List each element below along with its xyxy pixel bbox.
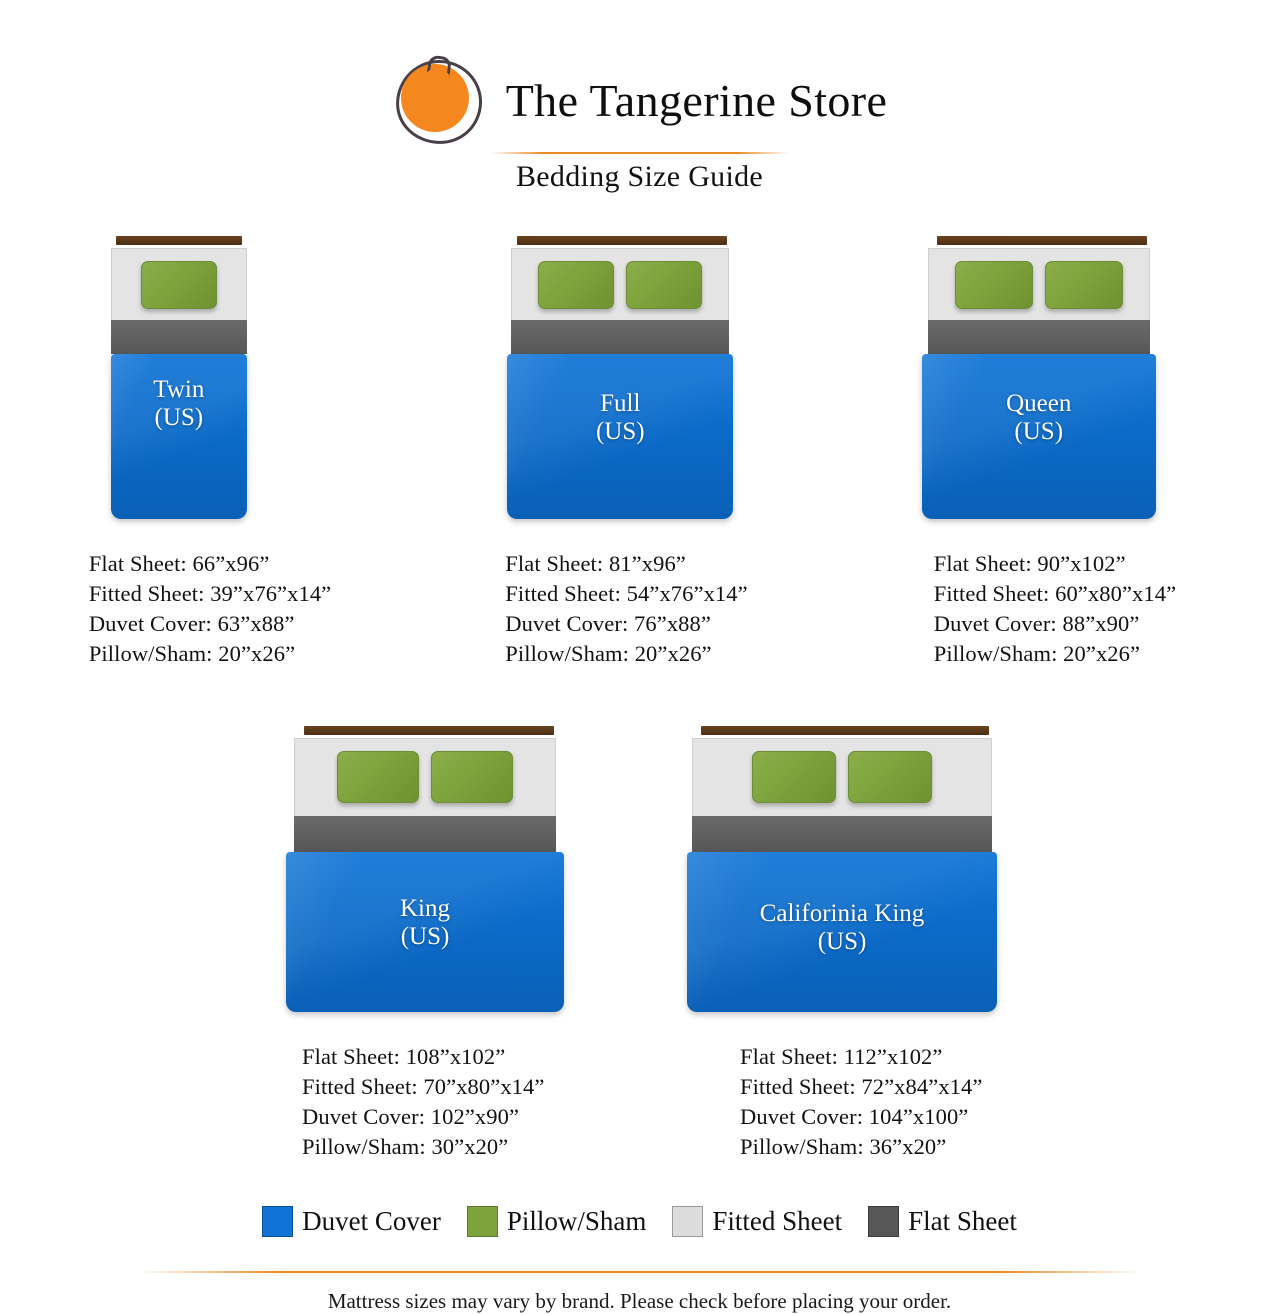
bed-block-queen: Queen (US) Flat Sheet: 90”x102” Fitted S… (921, 236, 1176, 670)
duvet-cover: Twin (US) (110, 354, 247, 519)
legend-label-duvet-cover: Duvet Cover (302, 1206, 441, 1237)
fitted-sheet-area (110, 248, 247, 320)
pillow-sham (431, 751, 513, 804)
fitted-sheet-area (927, 248, 1150, 320)
spec-pillow-sham: Pillow/Sham: 20”x26” (933, 641, 1141, 667)
spec-list-queen: Flat Sheet: 90”x102” Fitted Sheet: 60”x8… (934, 549, 1176, 670)
spec-duvet-cover: Duvet Cover: 76”x88” (505, 611, 711, 637)
spec-duvet-cover: Duvet Cover: 88”x90” (933, 611, 1140, 637)
headboard (304, 725, 554, 735)
pillow-sham (337, 751, 419, 804)
brand-row: The Tangerine Store (0, 54, 1279, 147)
legend-label-pillow-sham: Pillow/Sham (506, 1206, 647, 1237)
legend-item-fitted-sheet: Fitted Sheet (672, 1206, 843, 1238)
bed-region-label: (US) (154, 403, 204, 431)
spec-list-full: Flat Sheet: 81”x96” Fitted Sheet: 54”x76… (505, 549, 747, 670)
legend-label-fitted-sheet: Fitted Sheet (712, 1206, 843, 1237)
bed-illustration-queen: Queen (US) (921, 236, 1156, 519)
spec-flat-sheet: Flat Sheet: 108”x102” (302, 1043, 506, 1069)
legend-item-pillow-sham: Pillow/Sham (466, 1206, 647, 1238)
spec-list-twin: Flat Sheet: 66”x96” Fitted Sheet: 39”x76… (89, 549, 331, 670)
duvet-cover: Califorinia King (US) (687, 852, 997, 1012)
legend-item-flat-sheet: Flat Sheet (868, 1206, 1017, 1238)
header: The Tangerine Store Bedding Size Guide (0, 0, 1279, 194)
bed-row-bottom: King (US) Flat Sheet: 108”x102” Fitted S… (0, 725, 1279, 1163)
legend-swatch-pillow-sham (466, 1206, 498, 1238)
spec-fitted-sheet: Fitted Sheet: 70”x80”x14” (302, 1073, 545, 1099)
footer-divider (139, 1271, 1140, 1274)
spec-pillow-sham: Pillow/Sham: 20”x26” (88, 641, 296, 667)
flat-sheet-band (927, 320, 1150, 354)
pillow-sham (538, 260, 615, 309)
spec-fitted-sheet: Fitted Sheet: 72”x84”x14” (740, 1073, 983, 1099)
bed-row-top: Twin (US) Flat Sheet: 66”x96” Fitted She… (0, 236, 1279, 670)
legend-item-duvet-cover: Duvet Cover (262, 1206, 441, 1238)
headboard (115, 236, 242, 245)
bed-illustration-king: King (US) (286, 725, 564, 1012)
fitted-sheet-area (511, 248, 730, 320)
fitted-sheet-area (692, 737, 992, 816)
fitted-sheet-area (294, 737, 556, 816)
spec-pillow-sham: Pillow/Sham: 36”x20” (740, 1133, 947, 1159)
spec-pillow-sham: Pillow/Sham: 20”x26” (505, 641, 712, 667)
bed-block-king: King (US) Flat Sheet: 108”x102” Fitted S… (286, 725, 564, 1163)
legend-swatch-fitted-sheet (672, 1206, 704, 1238)
spec-fitted-sheet: Fitted Sheet: 60”x80”x14” (933, 581, 1177, 607)
legend: Duvet Cover Pillow/Sham Fitted Sheet Fla… (0, 1206, 1279, 1238)
bed-size-label: Queen (1006, 390, 1072, 418)
pillow-sham (1044, 260, 1123, 309)
flat-sheet-band (692, 815, 992, 852)
spec-duvet-cover: Duvet Cover: 104”x100” (740, 1103, 969, 1129)
headboard (517, 236, 728, 245)
spec-fitted-sheet: Fitted Sheet: 54”x76”x14” (505, 581, 748, 607)
headboard (700, 725, 989, 735)
title-divider (489, 152, 790, 154)
bed-size-label: Full (600, 389, 641, 417)
spec-list-california-king: Flat Sheet: 112”x102” Fitted Sheet: 72”x… (740, 1042, 982, 1163)
footer-disclaimer: Mattress sizes may vary by brand. Please… (327, 1289, 952, 1314)
spec-flat-sheet: Flat Sheet: 90”x102” (933, 551, 1126, 576)
bed-region-label: (US) (400, 922, 450, 950)
brand-name: The Tangerine Store (505, 74, 888, 126)
spec-fitted-sheet: Fitted Sheet: 39”x76”x14” (88, 581, 332, 607)
bed-region-label: (US) (817, 928, 867, 956)
logo-orange-fill (400, 64, 469, 132)
orange-fruit-icon (392, 54, 485, 147)
pillow-sham (954, 260, 1033, 309)
logo-stem-loop (426, 54, 452, 76)
spec-flat-sheet: Flat Sheet: 81”x96” (505, 551, 686, 576)
pillow-sham (752, 751, 836, 804)
headboard (936, 236, 1147, 245)
page-title: Bedding Size Guide (515, 160, 764, 193)
legend-swatch-duvet-cover (262, 1206, 294, 1238)
pillow-sham (626, 260, 703, 309)
spec-list-king: Flat Sheet: 108”x102” Fitted Sheet: 70”x… (302, 1042, 544, 1163)
bed-region-label: (US) (1014, 418, 1064, 446)
duvet-cover: Full (US) (507, 354, 734, 519)
bed-size-label: Califorinia King (759, 900, 925, 928)
bed-region-label: (US) (595, 417, 645, 445)
spec-flat-sheet: Flat Sheet: 112”x102” (740, 1043, 943, 1069)
spec-pillow-sham: Pillow/Sham: 30”x20” (302, 1133, 509, 1159)
spec-duvet-cover: Duvet Cover: 102”x90” (302, 1103, 520, 1129)
bed-block-full: Full (US) Flat Sheet: 81”x96” Fitted She… (505, 236, 748, 670)
flat-sheet-band (294, 815, 556, 852)
spec-flat-sheet: Flat Sheet: 66”x96” (88, 551, 270, 576)
bed-illustration-full: Full (US) (507, 236, 734, 519)
bed-block-twin: Twin (US) Flat Sheet: 66”x96” Fitted She… (89, 236, 331, 670)
spec-duvet-cover: Duvet Cover: 63”x88” (88, 611, 295, 637)
pillow-sham (140, 260, 217, 309)
duvet-cover: King (US) (286, 852, 564, 1012)
bed-block-california-king: Califorinia King (US) Flat Sheet: 112”x1… (687, 725, 997, 1163)
legend-label-flat-sheet: Flat Sheet (908, 1206, 1017, 1237)
bed-illustration-twin: Twin (US) (110, 236, 247, 519)
flat-sheet-band (511, 320, 730, 354)
duvet-cover: Queen (US) (921, 354, 1156, 519)
legend-swatch-flat-sheet (868, 1206, 900, 1238)
pillow-sham (848, 751, 932, 804)
bed-illustration-california-king: Califorinia King (US) (687, 725, 997, 1012)
bed-size-label: King (400, 894, 450, 922)
bed-size-label: Twin (153, 375, 205, 403)
flat-sheet-band (110, 320, 247, 354)
